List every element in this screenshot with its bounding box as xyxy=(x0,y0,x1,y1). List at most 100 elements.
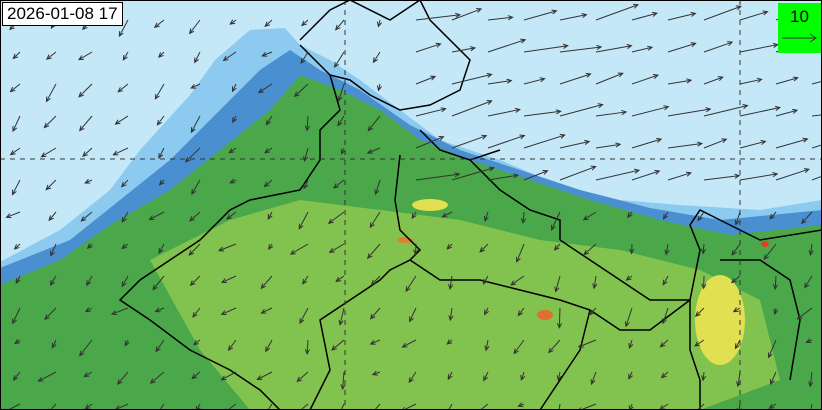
wind-arrow xyxy=(229,19,237,25)
wind-arrow xyxy=(334,51,345,69)
wind-arrow xyxy=(739,10,769,21)
wind-arrow xyxy=(523,109,562,117)
wind-arrow xyxy=(667,171,693,181)
wind-arrow xyxy=(734,339,741,350)
wind-arrow xyxy=(415,172,461,181)
wind-arrow xyxy=(374,179,381,196)
wind-arrow xyxy=(667,107,712,117)
wind-arrow xyxy=(84,403,93,410)
wind-arrow xyxy=(220,275,237,283)
wind-arrow xyxy=(267,403,273,410)
wind-arrow xyxy=(523,77,546,85)
wind-arrow xyxy=(192,339,201,346)
wind-arrow xyxy=(340,403,345,410)
wind-arrow xyxy=(148,211,165,221)
wind-arrow xyxy=(156,115,165,126)
wind-arrow xyxy=(265,339,273,353)
wind-arrow xyxy=(231,83,237,93)
wind-arrow xyxy=(559,72,592,85)
wind-arrow xyxy=(451,166,496,181)
wind-arrow xyxy=(78,115,93,132)
wind-arrow xyxy=(300,51,309,64)
wind-arrow xyxy=(451,99,493,117)
wind-arrow xyxy=(366,147,381,154)
wind-arrow xyxy=(112,147,129,156)
wind-arrow xyxy=(810,403,813,410)
wind-arrow xyxy=(667,78,693,85)
wind-arrow xyxy=(217,243,237,252)
light-green-region xyxy=(150,200,780,410)
wind-arrow xyxy=(595,142,622,149)
wind-arrow xyxy=(409,307,417,323)
wind-arrow xyxy=(476,403,489,410)
wind-arrow xyxy=(369,211,381,229)
wind-arrow xyxy=(659,339,669,348)
wind-arrow xyxy=(559,44,603,53)
wind-arrow xyxy=(45,51,57,60)
wind-arrow xyxy=(337,83,345,102)
wind-arrow xyxy=(451,8,483,21)
wind-arrow xyxy=(448,275,454,290)
wind-arrow xyxy=(559,165,597,181)
wind-arrow xyxy=(376,83,383,92)
wind-arrow xyxy=(267,211,273,221)
wind-arrow xyxy=(548,339,561,354)
wind-arrow xyxy=(14,338,21,345)
wind-arrow xyxy=(366,243,381,260)
state-boundaries xyxy=(118,0,822,410)
wind-arrow xyxy=(483,211,489,223)
wind-arrow xyxy=(631,137,663,149)
wind-arrow xyxy=(483,371,489,382)
wind-arrow xyxy=(374,403,381,410)
wind-arrow xyxy=(582,211,597,221)
wind-arrow xyxy=(520,211,526,225)
wind-arrow xyxy=(84,178,93,184)
wind-arrow xyxy=(338,307,345,326)
wind-arrow xyxy=(121,211,129,223)
wind-arrow xyxy=(83,371,93,378)
wind-arrow xyxy=(303,179,309,190)
wind-arrow xyxy=(367,115,381,132)
wind-arrow xyxy=(188,243,201,256)
wind-arrow xyxy=(220,371,237,381)
wind-arrow xyxy=(327,211,345,224)
wind-arrow xyxy=(667,11,697,21)
wind-arrow xyxy=(775,168,811,181)
wind-arrow xyxy=(482,275,489,285)
wind-arrow xyxy=(775,108,799,117)
wind-arrow xyxy=(86,243,93,250)
wind-arrow xyxy=(328,243,345,253)
wind-arrow xyxy=(47,403,57,410)
wind-arrow xyxy=(220,307,237,315)
wind-arrow xyxy=(556,371,562,382)
wind-arrow xyxy=(523,9,558,21)
wind-arrow xyxy=(77,51,93,61)
wind-arrow xyxy=(192,307,201,318)
wind-arrow xyxy=(331,339,345,351)
wind-arrow xyxy=(9,147,21,156)
wind-arrow xyxy=(152,275,165,291)
wind-arrow xyxy=(523,133,566,149)
wind-arrow xyxy=(769,211,777,220)
wind-arrow xyxy=(304,115,310,132)
wind-arrow xyxy=(628,371,634,380)
wind-arrow xyxy=(479,243,489,253)
wind-arrow xyxy=(703,5,742,21)
wind-arrow xyxy=(811,175,822,181)
wind-arrow xyxy=(261,51,273,57)
wind-arrow xyxy=(775,76,799,85)
wind-arrow xyxy=(701,275,707,290)
wind-arrow xyxy=(228,147,237,154)
wind-arrow xyxy=(551,211,561,231)
wind-arrow xyxy=(625,275,633,281)
wind-arrow xyxy=(43,115,57,129)
wind-arrow xyxy=(332,179,345,189)
wind-arrow xyxy=(808,243,814,256)
wind-arrow xyxy=(662,275,669,286)
wind-arrow xyxy=(289,243,309,255)
wind-arrow xyxy=(773,307,779,316)
wind-arrow xyxy=(155,339,165,353)
wind-arrow xyxy=(12,115,21,133)
wind-arrow xyxy=(627,211,633,219)
